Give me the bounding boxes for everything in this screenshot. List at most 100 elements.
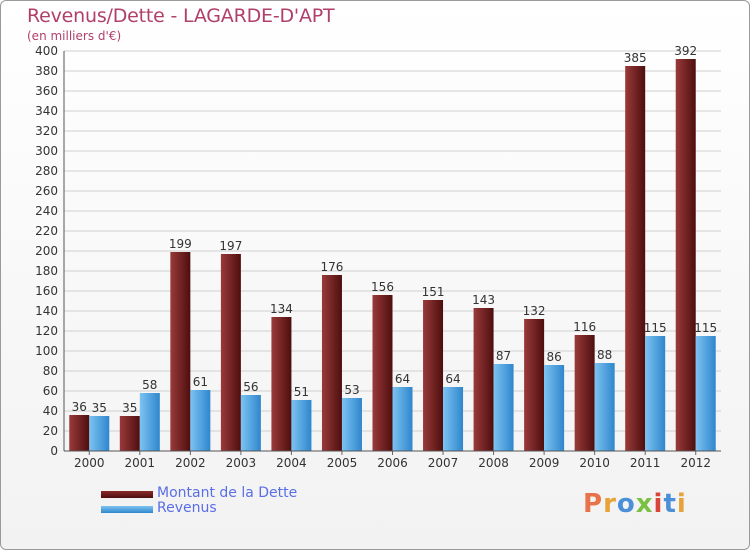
value-label-revenue: 88 — [597, 348, 612, 362]
x-tick-label: 2007 — [428, 456, 459, 470]
bar-debt — [271, 317, 292, 451]
y-tick-label: 220 — [35, 224, 58, 238]
value-label-debt: 35 — [122, 401, 137, 415]
y-tick-label: 40 — [43, 404, 58, 418]
x-tick-label: 2012 — [680, 456, 711, 470]
y-tick-label: 120 — [35, 324, 58, 338]
y-tick-label: 140 — [35, 304, 58, 318]
legend-label-debt: Montant de la Dette — [157, 485, 298, 501]
y-tick-label: 200 — [35, 244, 58, 258]
value-label-revenue: 87 — [496, 349, 511, 363]
value-label-debt: 143 — [472, 293, 495, 307]
bar-revenue — [443, 387, 464, 451]
y-tick-label: 60 — [43, 384, 58, 398]
y-tick-label: 0 — [50, 444, 58, 458]
y-tick-label: 400 — [35, 44, 58, 58]
bar-revenue — [695, 336, 716, 451]
y-tick-label: 360 — [35, 84, 58, 98]
bar-revenue — [89, 416, 110, 451]
bar-revenue — [291, 400, 312, 451]
value-labels: 36 35 35 58 199 61 197 56 134 51 176 53 156 64 151 64 14… — [72, 44, 718, 415]
value-label-revenue: 115 — [694, 321, 717, 335]
bar-debt — [574, 335, 595, 451]
chart-subtitle: (en milliers d'€) — [27, 29, 122, 43]
y-tick-label: 240 — [35, 204, 58, 218]
proxiti-logo: Proxiti — [583, 489, 687, 519]
x-tick-label: 2006 — [377, 456, 408, 470]
value-label-revenue: 58 — [142, 378, 157, 392]
bar-revenue — [493, 364, 514, 451]
bar-debt — [473, 308, 494, 451]
bar-debt — [170, 252, 191, 451]
bar-revenue — [240, 395, 261, 451]
x-tick-label: 2008 — [478, 456, 509, 470]
bar-revenue — [139, 393, 160, 451]
bar-debt — [675, 59, 696, 451]
y-tick-label: 300 — [35, 144, 58, 158]
value-label-debt: 385 — [624, 51, 647, 65]
x-tick-label: 2004 — [276, 456, 307, 470]
value-label-debt: 132 — [523, 304, 546, 318]
bar-debt — [69, 415, 90, 451]
x-tick-label: 2005 — [327, 456, 358, 470]
x-tick-label: 2001 — [125, 456, 156, 470]
bar-revenue — [341, 398, 362, 451]
x-tick-label: 2000 — [74, 456, 105, 470]
value-label-revenue: 115 — [644, 321, 667, 335]
bar-debt — [220, 254, 241, 451]
value-label-revenue: 64 — [395, 372, 410, 386]
y-tick-label: 280 — [35, 164, 58, 178]
legend-label-revenue: Revenus — [157, 500, 217, 516]
value-label-debt: 116 — [573, 320, 596, 334]
bar-revenue — [392, 387, 413, 451]
legend-swatch-debt — [101, 491, 153, 498]
x-axis-ticks: 2000 2001 2002 2003 2004 2005 2006 2007 2008 2009… — [74, 451, 711, 470]
y-axis-ticks: 0 20 40 60 80 100 120 140 160 180 200 220 240 260 280 3… — [35, 44, 58, 458]
x-tick-label: 2009 — [529, 456, 560, 470]
value-label-debt: 199 — [169, 237, 192, 251]
value-label-revenue: 35 — [92, 401, 107, 415]
x-tick-label: 2010 — [579, 456, 610, 470]
value-label-debt: 134 — [270, 302, 293, 316]
value-label-debt: 151 — [422, 285, 445, 299]
x-tick-label: 2011 — [630, 456, 661, 470]
value-label-debt: 392 — [674, 44, 697, 58]
y-tick-label: 260 — [35, 184, 58, 198]
x-tick-label: 2002 — [175, 456, 206, 470]
chart-title: Revenus/Dette - LAGARDE-D'APT — [27, 5, 335, 27]
axes — [63, 51, 721, 452]
y-tick-label: 320 — [35, 124, 58, 138]
y-tick-label: 380 — [35, 64, 58, 78]
value-label-revenue: 64 — [445, 372, 460, 386]
y-tick-label: 160 — [35, 284, 58, 298]
value-label-debt: 197 — [219, 239, 242, 253]
bar-revenue — [544, 365, 565, 451]
bar-debt — [423, 300, 444, 451]
value-label-debt: 156 — [371, 280, 394, 294]
legend-swatch-revenue — [101, 506, 153, 513]
value-label-revenue: 51 — [294, 385, 309, 399]
bar-debt — [625, 66, 646, 451]
value-label-revenue: 56 — [243, 380, 258, 394]
y-tick-label: 340 — [35, 104, 58, 118]
bar-debt — [119, 416, 140, 451]
value-label-revenue: 86 — [546, 350, 561, 364]
bar-debt — [524, 319, 545, 451]
bar-revenue — [645, 336, 666, 451]
bar-debt — [321, 275, 342, 451]
y-tick-label: 80 — [43, 364, 58, 378]
bar-revenue — [190, 390, 211, 451]
value-label-debt: 36 — [72, 400, 87, 414]
bars — [69, 59, 716, 451]
value-label-debt: 176 — [321, 260, 344, 274]
bar-debt — [372, 295, 393, 451]
x-tick-label: 2003 — [226, 456, 257, 470]
value-label-revenue: 53 — [344, 383, 359, 397]
y-tick-label: 180 — [35, 264, 58, 278]
y-tick-label: 100 — [35, 344, 58, 358]
bar-revenue — [594, 363, 615, 451]
value-label-revenue: 61 — [193, 375, 208, 389]
y-tick-label: 20 — [43, 424, 58, 438]
